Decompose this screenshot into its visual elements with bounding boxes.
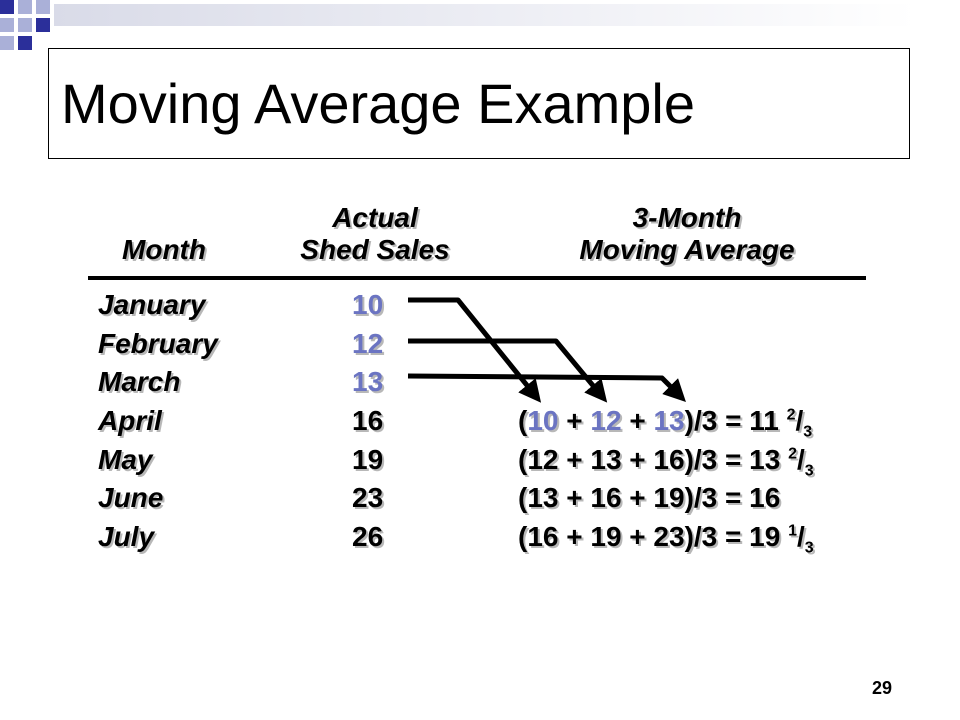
fraction-denominator: 3 bbox=[803, 423, 813, 441]
title-box: Moving Average Example bbox=[48, 48, 910, 159]
header-average-line1: 3-Month bbox=[632, 202, 742, 233]
calc-open: ( bbox=[518, 405, 528, 436]
sales-cell: 26 bbox=[352, 521, 384, 552]
month-cell: January bbox=[98, 289, 206, 320]
sales-cell: 23 bbox=[352, 482, 384, 513]
calc-july: (16 + 19 + 23)/3 = 19 1/3 bbox=[518, 521, 814, 556]
header-sales-line1: Actual bbox=[332, 202, 418, 233]
month-cell: July bbox=[98, 521, 155, 552]
header-sales-line2: Shed Sales bbox=[300, 234, 450, 265]
calc-plus: + bbox=[558, 405, 591, 436]
calc-plus: + bbox=[621, 405, 654, 436]
calc-close: )/3 = 11 bbox=[684, 405, 787, 436]
month-cell: June bbox=[98, 482, 164, 513]
sales-cell: 16 bbox=[352, 405, 384, 436]
sales-cell: 13 bbox=[352, 366, 384, 397]
header-month-label: Month bbox=[122, 234, 206, 265]
month-cell: May bbox=[98, 444, 153, 475]
header-average: 3-Month Moving Average bbox=[552, 202, 822, 266]
fraction-numerator: 1 bbox=[788, 522, 797, 540]
calc-term: 13 bbox=[653, 405, 685, 436]
calc-june: (13 + 16 + 19)/3 = 16 bbox=[518, 482, 780, 514]
header-divider bbox=[88, 276, 866, 280]
fraction-numerator: 2 bbox=[786, 406, 796, 424]
calc-april: (10 + 12 + 13)/3 = 11 2/3 bbox=[518, 405, 812, 440]
header-month: Month bbox=[98, 234, 230, 266]
calc-text: (13 + 16 + 19)/3 = 16 bbox=[518, 482, 781, 513]
calc-text: (16 + 19 + 23)/3 = 19 bbox=[518, 521, 789, 552]
calc-term: 10 bbox=[527, 405, 559, 436]
arrow-february bbox=[408, 338, 608, 403]
page-number: 29 bbox=[871, 678, 892, 698]
sales-cell: 10 bbox=[352, 289, 384, 320]
arrow-january bbox=[408, 297, 542, 403]
fraction-denominator: 3 bbox=[804, 539, 814, 557]
arrow-march bbox=[407, 373, 686, 402]
fraction-denominator: 3 bbox=[804, 462, 814, 480]
month-cell: February bbox=[98, 328, 218, 359]
calc-text: (12 + 13 + 16)/3 = 13 bbox=[518, 444, 789, 475]
month-cell: April bbox=[98, 405, 162, 436]
fraction-numerator: 2 bbox=[788, 445, 797, 463]
sales-cell: 19 bbox=[352, 444, 384, 475]
fraction-slash: / bbox=[795, 405, 804, 436]
top-gradient-bar bbox=[54, 4, 916, 26]
sales-cell: 12 bbox=[352, 328, 384, 359]
calc-may: (12 + 13 + 16)/3 = 13 2/3 bbox=[518, 444, 814, 479]
fraction-slash: / bbox=[797, 444, 805, 475]
fraction-slash: / bbox=[797, 521, 805, 552]
slide-title: Moving Average Example bbox=[61, 72, 695, 135]
header-sales: Actual Shed Sales bbox=[280, 202, 470, 266]
month-cell: March bbox=[98, 366, 181, 397]
calc-term: 12 bbox=[590, 405, 622, 436]
header-average-line2: Moving Average bbox=[579, 234, 795, 265]
